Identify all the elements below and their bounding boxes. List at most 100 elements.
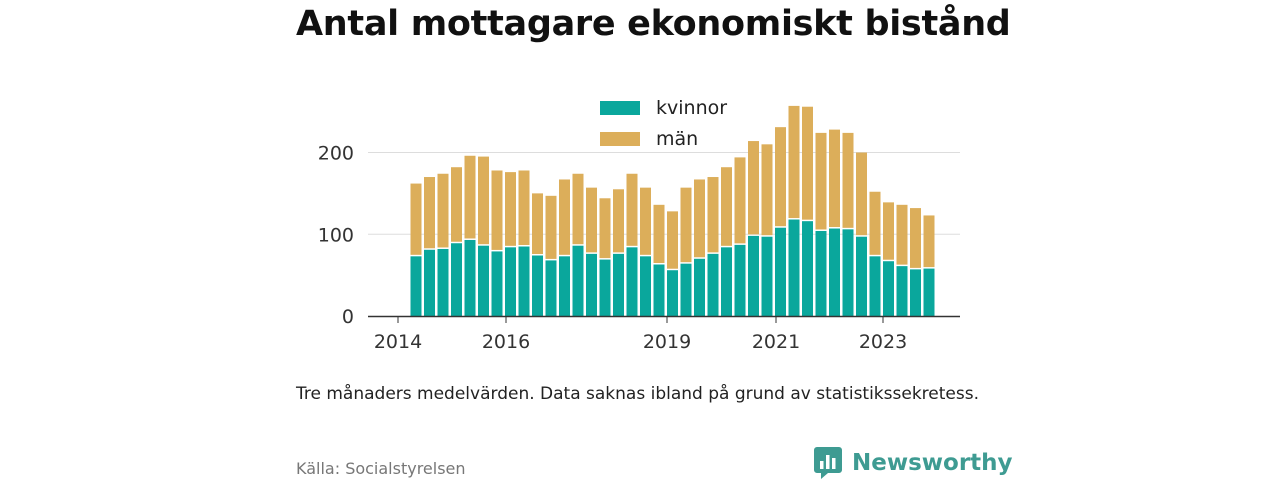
x-tick-label: 2023	[859, 331, 907, 353]
bar-man	[748, 141, 759, 235]
bar-kvinnor	[707, 253, 719, 316]
legend-swatch-kvinnor	[600, 100, 640, 115]
bar-kvinnor	[586, 253, 597, 316]
bar-man	[694, 179, 705, 258]
bar-kvinnor	[883, 261, 894, 316]
bar-man	[883, 202, 894, 260]
bar-kvinnor	[788, 219, 800, 316]
bar-kvinnor	[856, 236, 867, 316]
bar-kvinnor	[545, 260, 557, 316]
bar-man	[896, 204, 908, 265]
bar-kvinnor	[923, 268, 935, 316]
x-tick-label: 2014	[374, 331, 422, 353]
bar-kvinnor	[410, 256, 422, 316]
chart-title: Antal mottagare ekonomiskt bistånd	[296, 4, 1011, 44]
bar-man	[451, 167, 462, 242]
bar-kvinnor	[910, 269, 921, 316]
bar-kvinnor	[667, 270, 678, 316]
bar-kvinnor	[572, 245, 584, 316]
legend-swatch-man	[600, 131, 640, 146]
source-text: Källa: Socialstyrelsen	[296, 459, 466, 478]
bar-man	[410, 183, 422, 255]
bar-man	[518, 170, 530, 246]
bar-man	[721, 167, 732, 246]
bar-man	[910, 208, 921, 268]
bar-kvinnor	[815, 230, 827, 316]
bar-kvinnor	[734, 244, 746, 316]
bar-kvinnor	[478, 245, 489, 316]
x-tick-label: 2019	[643, 331, 691, 353]
bar-kvinnor	[653, 264, 665, 316]
bar-kvinnor	[464, 239, 476, 316]
bar-kvinnor	[869, 256, 881, 316]
bar-kvinnor	[842, 229, 854, 316]
legend-label-man: män	[656, 127, 699, 150]
bar-kvinnor	[829, 228, 840, 316]
bar-kvinnor	[599, 259, 611, 316]
bar-man	[923, 215, 935, 268]
bar-kvinnor	[748, 235, 759, 316]
bar-kvinnor	[424, 249, 435, 316]
bar-kvinnor	[613, 253, 624, 316]
chart-note: Tre månaders medelvärden. Data saknas ib…	[296, 384, 979, 404]
bar-kvinnor	[680, 263, 692, 316]
bar-man	[545, 195, 557, 259]
bar-kvinnor	[559, 256, 570, 316]
bar-man	[802, 106, 813, 220]
bar-man	[640, 187, 651, 255]
bar-man	[599, 198, 611, 259]
bar-man	[775, 127, 786, 227]
y-tick-label: 0	[342, 306, 354, 328]
bar-kvinnor	[775, 227, 786, 316]
bar-man	[464, 155, 476, 239]
bar-man	[815, 132, 827, 230]
bar-kvinnor	[761, 236, 773, 316]
bar-man	[586, 187, 597, 253]
bar-kvinnor	[896, 266, 908, 316]
bar-man	[680, 187, 692, 263]
bar-man	[707, 177, 719, 253]
bar-man	[559, 179, 570, 255]
bar-man	[667, 211, 678, 269]
bar-man	[572, 173, 584, 245]
bar-man	[505, 172, 516, 246]
bar-kvinnor	[437, 248, 449, 316]
bar-kvinnor	[640, 256, 651, 316]
bar-man	[761, 144, 773, 236]
bar-man	[491, 170, 503, 250]
bar-man	[424, 177, 435, 249]
bar-kvinnor	[721, 247, 732, 316]
legend-item-man: män	[600, 123, 727, 154]
bar-man	[829, 129, 840, 228]
newsworthy-logo[interactable]: Newsworthy	[814, 446, 1013, 480]
bar-kvinnor	[505, 247, 516, 316]
x-tick-label: 2021	[752, 331, 800, 353]
bar-kvinnor	[491, 251, 503, 316]
bar-man	[478, 156, 489, 245]
bar-man	[842, 132, 854, 228]
bar-man	[856, 152, 867, 236]
brand-name: Newsworthy	[852, 450, 1013, 476]
legend: kvinnor män	[600, 92, 727, 154]
bar-kvinnor	[451, 243, 462, 316]
bar-kvinnor	[626, 247, 638, 316]
legend-item-kvinnor: kvinnor	[600, 92, 727, 123]
bar-man	[788, 105, 800, 219]
legend-label-kvinnor: kvinnor	[656, 96, 728, 119]
newsworthy-logo-icon	[814, 447, 842, 479]
bar-kvinnor	[532, 255, 543, 316]
bar-man	[653, 204, 665, 263]
y-tick-label: 100	[318, 224, 354, 246]
bars	[410, 105, 935, 316]
bar-man	[437, 173, 449, 248]
bar-kvinnor	[694, 258, 705, 316]
axes: 0 100 200 2014 2016 2019 2021 2023	[318, 143, 960, 353]
bar-kvinnor	[802, 221, 813, 316]
bar-man	[734, 157, 746, 244]
bar-man	[869, 191, 881, 255]
x-tick-label: 2016	[482, 331, 530, 353]
bar-kvinnor	[518, 246, 530, 316]
bar-man	[626, 173, 638, 246]
bar-man	[532, 193, 543, 255]
